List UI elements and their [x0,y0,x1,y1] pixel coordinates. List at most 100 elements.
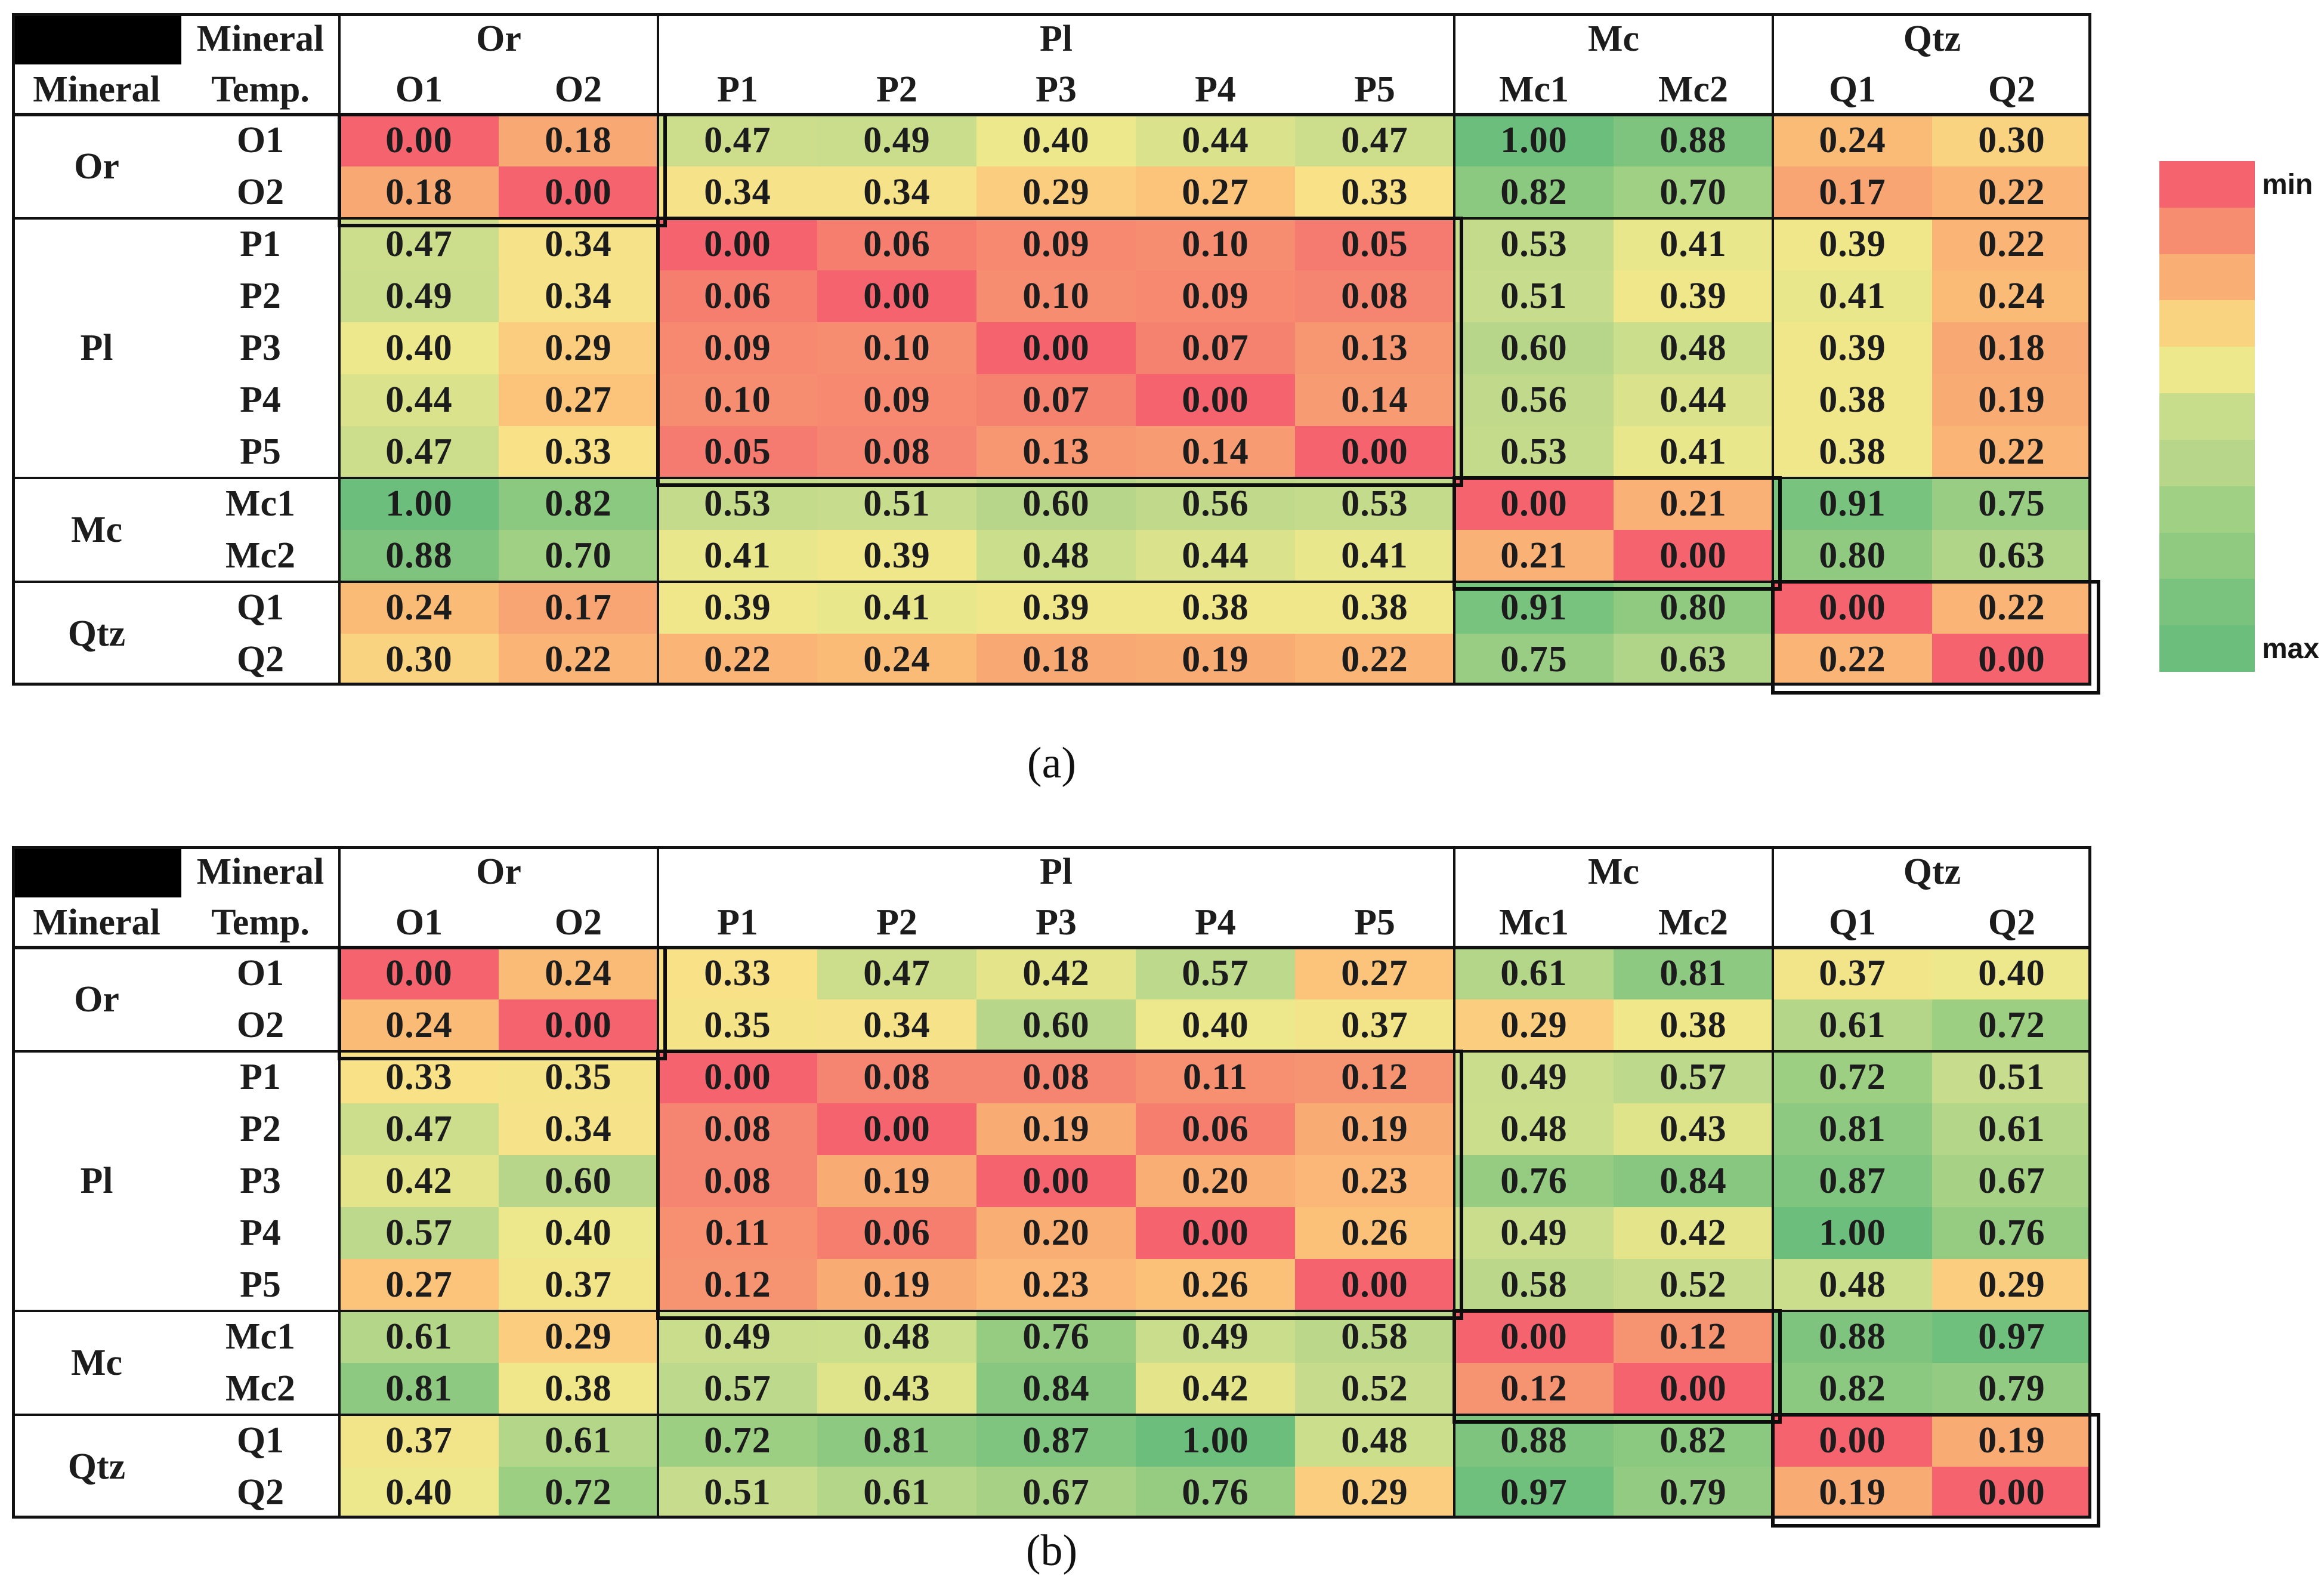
matrix-cell: 0.00 [817,270,976,322]
matrix-cell: 0.52 [1614,1259,1773,1311]
column-header-p2: P2 [817,64,976,115]
matrix-cell: 0.00 [817,1103,976,1155]
matrix-cell: 0.22 [1295,634,1454,686]
matrix-cell: 0.43 [1614,1103,1773,1155]
matrix-cell: 0.56 [1454,374,1614,426]
row-group-label-or: Or [12,115,181,218]
matrix-cell: 0.60 [976,478,1136,530]
matrix-cell: 0.34 [499,218,658,270]
matrix-cell: 0.53 [1295,478,1454,530]
row-header-q2: Q2 [181,1467,339,1519]
row-header-p1: P1 [181,1051,339,1103]
matrix-cell: 0.61 [1773,999,1932,1051]
matrix-cell: 0.82 [1454,166,1614,218]
matrix-cell: 0.97 [1454,1467,1614,1519]
matrix-cell: 0.19 [1136,634,1295,686]
row-header-mc2: Mc2 [181,530,339,582]
row-header-mc1: Mc1 [181,1311,339,1363]
matrix-cell: 0.75 [1932,478,2091,530]
column-header-mc1: Mc1 [1454,897,1614,948]
matrix-cell: 0.41 [658,530,817,582]
matrix-cell: 0.40 [1932,948,2091,999]
matrix-cell: 0.33 [658,948,817,999]
matrix-cell: 0.34 [658,166,817,218]
matrix-cell: 0.39 [658,582,817,634]
row-group-label-pl: Pl [12,218,181,478]
matrix-cell: 0.63 [1932,530,2091,582]
matrix-cell: 0.27 [499,374,658,426]
matrix-cell: 0.22 [1773,634,1932,686]
matrix-cell: 0.58 [1454,1259,1614,1311]
matrix-cell: 0.72 [1773,1051,1932,1103]
matrix-cell: 0.47 [817,948,976,999]
matrix-cell: 0.80 [1773,530,1932,582]
matrix-cell: 0.08 [1295,270,1454,322]
matrix-cell: 0.41 [817,582,976,634]
matrix-cell: 0.38 [1773,374,1932,426]
row-group-label-or: Or [12,948,181,1051]
matrix-cell: 0.81 [1614,948,1773,999]
matrix-cell: 0.41 [1614,218,1773,270]
column-header-p4: P4 [1136,897,1295,948]
matrix-cell: 0.00 [976,322,1136,374]
matrix-cell: 0.49 [817,115,976,166]
matrix-cell: 0.42 [339,1155,499,1207]
matrix-cell: 0.13 [1295,322,1454,374]
row-header-o2: O2 [181,999,339,1051]
matrix-cell: 0.19 [817,1155,976,1207]
header-corner-mineral-top: Mineral [181,13,339,64]
matrix-cell: 0.88 [339,530,499,582]
legend-min-label: min [2262,168,2313,200]
matrix-cell: 0.33 [1295,166,1454,218]
matrix-cell: 0.67 [1932,1155,2091,1207]
column-header-p5: P5 [1295,64,1454,115]
matrix-cell: 0.19 [1295,1103,1454,1155]
column-header-o1: O1 [339,64,499,115]
matrix-cell: 0.26 [1295,1207,1454,1259]
matrix-cell: 0.24 [339,582,499,634]
legend-band [2159,533,2255,579]
column-header-p5: P5 [1295,897,1454,948]
matrix-cell: 0.24 [1773,115,1932,166]
matrix-cell: 0.40 [339,322,499,374]
matrix-cell: 0.23 [1295,1155,1454,1207]
matrix-cell: 0.11 [1136,1051,1295,1103]
row-group-label-qtz: Qtz [12,582,181,686]
matrix-cell: 0.53 [658,478,817,530]
matrix-cell: 0.09 [658,322,817,374]
matrix-cell: 0.10 [817,322,976,374]
matrix-cell: 0.61 [1454,948,1614,999]
matrix-cell: 0.40 [499,1207,658,1259]
matrix-cell: 0.49 [1136,1311,1295,1363]
legend-band [2159,486,2255,533]
matrix-cell: 0.79 [1932,1363,2091,1415]
matrix-cell: 0.22 [1932,582,2091,634]
matrix-cell: 0.35 [499,1051,658,1103]
matrix-cell: 0.70 [1614,166,1773,218]
matrix-cell: 0.08 [658,1103,817,1155]
matrix-cell: 0.00 [1136,1207,1295,1259]
matrix-cell: 0.40 [1136,999,1295,1051]
matrix-cell: 0.37 [1773,948,1932,999]
matrix-cell: 0.79 [1614,1467,1773,1519]
matrix-cell: 0.12 [1614,1311,1773,1363]
column-group-header-qtz: Qtz [1773,846,2091,897]
row-header-p5: P5 [181,426,339,478]
matrix-cell: 0.48 [1295,1415,1454,1467]
matrix-cell: 0.91 [1773,478,1932,530]
column-header-p2: P2 [817,897,976,948]
column-group-header-mc: Mc [1454,13,1773,64]
row-header-q2: Q2 [181,634,339,686]
matrix-cell: 0.18 [339,166,499,218]
matrix-cell: 0.08 [658,1155,817,1207]
matrix-cell: 0.19 [1932,1415,2091,1467]
matrix-cell: 0.09 [1136,270,1295,322]
legend-band [2159,161,2255,208]
matrix-cell: 0.57 [1136,948,1295,999]
matrix-cell: 0.00 [1136,374,1295,426]
matrix-cell: 0.22 [499,634,658,686]
caption-a: (a) [1027,739,1077,788]
row-header-p2: P2 [181,1103,339,1155]
matrix-cell: 0.00 [1614,1363,1773,1415]
matrix-cell: 0.49 [339,270,499,322]
